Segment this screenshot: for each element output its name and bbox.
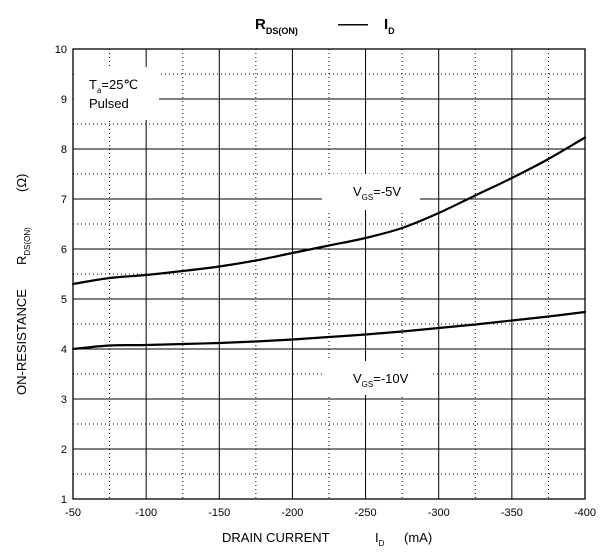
vgs5-sub: GS: [362, 193, 374, 202]
title-main-sub: DS(ON): [266, 26, 298, 36]
x-tick-label: -400: [574, 507, 596, 519]
y-tick-label: 8: [61, 144, 67, 156]
conditions-backdrop: [74, 67, 159, 120]
cond-symbol: T: [89, 77, 97, 92]
chart-title: RDS(ON) —— ID: [255, 16, 395, 36]
xlabel-symbol: I: [375, 530, 379, 545]
svg-text:RDS(ON): RDS(ON): [255, 16, 298, 36]
title-second-symbol: I: [384, 16, 388, 33]
vgs5-value: =-5V: [373, 184, 401, 199]
svg-text:VGS=-5V: VGS=-5V: [353, 184, 401, 202]
xlabel-unit: (mA): [404, 530, 432, 545]
y-tick-label: 3: [61, 394, 67, 406]
x-tick-label: -250: [355, 507, 377, 519]
y-tick-label: 6: [61, 244, 67, 256]
vgs10-symbol: V: [353, 371, 362, 386]
cond-value: =25℃: [101, 77, 138, 92]
ylabel-unit: (Ω): [14, 174, 29, 192]
series-label-vgs-5: VGS=-5V: [353, 184, 401, 202]
label-vgs5-backdrop: [322, 174, 420, 210]
title-separator: ——: [338, 16, 368, 33]
xlabel-text: DRAIN CURRENT: [222, 530, 330, 545]
y-tick-label: 10: [55, 44, 67, 56]
y-tick-label: 1: [61, 494, 67, 506]
series-line-1: [71, 310, 587, 351]
series-lines: [71, 136, 587, 351]
series-line-0: [71, 136, 587, 286]
title-main-symbol: R: [255, 16, 266, 33]
y-tick-label: 2: [61, 444, 67, 456]
svg-text:VGS=-10V: VGS=-10V: [353, 371, 409, 389]
svg-text:ID: ID: [384, 16, 395, 36]
y-axis-label: ON-RESISTANCE RDS(ON) (Ω): [14, 174, 32, 395]
cond-pulsed: Pulsed: [89, 96, 129, 111]
x-axis-label: DRAIN CURRENT ID (mA): [222, 530, 432, 548]
cond-sub: a: [97, 86, 102, 95]
y-tick-label: 5: [61, 294, 67, 306]
x-tick-label: -300: [428, 507, 450, 519]
x-tick-label: -350: [501, 507, 523, 519]
x-tick-label: -200: [281, 507, 303, 519]
label-vgs10-backdrop: [322, 361, 432, 395]
vgs10-value: =-10V: [373, 371, 408, 386]
ylabel-sub: DS(ON): [23, 227, 32, 256]
ylabel-symbol: R: [14, 256, 29, 265]
xlabel-sub: D: [379, 539, 385, 548]
y-tick-labels: 1 2 3 4 5 6 7 8 9 10: [55, 44, 67, 506]
svg-text:Ta=25℃: Ta=25℃: [89, 77, 138, 95]
series-label-vgs-10: VGS=-10V: [353, 371, 409, 389]
conditions-annotation: Ta=25℃ Pulsed: [89, 77, 138, 111]
y-tick-label: 7: [61, 194, 67, 206]
svg-text:ID: ID: [375, 530, 385, 548]
y-tick-label: 9: [61, 94, 67, 106]
title-second-sub: D: [388, 26, 395, 36]
x-tick-labels: -50 -100 -150 -200 -250 -300 -350 -400: [65, 507, 596, 519]
vgs5-symbol: V: [353, 184, 362, 199]
x-tick-label: -50: [65, 507, 81, 519]
ylabel-text: ON-RESISTANCE: [14, 289, 29, 395]
svg-text:RDS(ON): RDS(ON): [14, 227, 32, 265]
plot-frame: [72, 48, 586, 500]
x-tick-label: -150: [208, 507, 230, 519]
x-tick-label: -100: [135, 507, 157, 519]
vgs10-sub: GS: [362, 380, 374, 389]
y-tick-label: 4: [61, 344, 67, 356]
